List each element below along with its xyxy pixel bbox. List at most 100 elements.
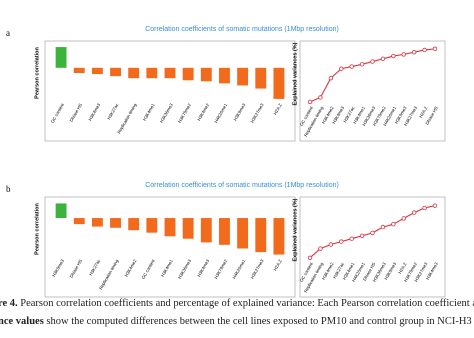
bar <box>73 67 85 73</box>
bar <box>91 218 103 227</box>
x-tick-label: H3K4me3 <box>87 102 101 122</box>
bar <box>128 67 140 79</box>
bar <box>273 218 285 255</box>
y-axis-label: Pearson correlation <box>34 47 40 99</box>
plot-frame <box>44 40 296 142</box>
x-tick-label: H2A.Z <box>272 102 283 115</box>
marker <box>307 99 313 105</box>
bar <box>164 218 176 237</box>
marker <box>370 230 375 236</box>
x-tick-label: DNase HS <box>69 102 84 122</box>
marker <box>422 205 427 211</box>
x-tick-label: H3K36me3 <box>177 258 192 280</box>
x-tick-label: H3K79me2 <box>177 102 192 124</box>
marker <box>328 75 334 81</box>
marker <box>380 56 386 62</box>
plot-frame <box>299 40 446 142</box>
x-tick-label: H3K4me3 <box>196 258 210 278</box>
x-tick-label: H3K36me3 <box>159 102 174 124</box>
x-tick-label: H4K20me1 <box>213 102 228 124</box>
chart-title: Correlation coefficients of somatic muta… <box>145 182 339 189</box>
x-tick-label: Replication timing <box>98 258 120 290</box>
bar <box>55 47 67 68</box>
bar <box>146 67 158 79</box>
caption-bold: nce values <box>0 316 44 327</box>
plot-frame <box>299 196 446 298</box>
marker <box>411 49 417 55</box>
marker <box>349 236 354 241</box>
line <box>309 48 436 103</box>
marker <box>401 52 406 57</box>
x-tick-label: H2A.Z <box>418 105 429 118</box>
panel-label: a <box>6 28 10 38</box>
bar <box>164 67 176 79</box>
marker <box>422 47 427 53</box>
marker <box>318 246 323 251</box>
caption-text: show the computed differences between th… <box>44 316 472 327</box>
marker <box>318 95 323 100</box>
caption-bold: re 4. <box>0 298 18 309</box>
bar <box>273 67 285 99</box>
marker <box>359 233 365 238</box>
panel-label: b <box>6 184 11 194</box>
bar <box>237 67 249 86</box>
bar <box>219 218 230 245</box>
marker <box>380 224 386 230</box>
x-tick-label: H3K9me3 <box>51 258 65 278</box>
x-tick-label: H2A.Z <box>397 261 408 274</box>
marker <box>349 64 354 69</box>
x-tick-label: H3K27ac <box>88 258 102 277</box>
x-tick-label: H3K4me2 <box>196 102 210 122</box>
bar <box>200 218 212 243</box>
caption-line: nce values show the computed differences… <box>0 316 472 327</box>
bar <box>128 218 140 231</box>
bar <box>255 67 267 89</box>
x-tick-label: Replication timing <box>116 102 138 134</box>
marker <box>401 216 406 221</box>
x-tick-label: H3K4me1 <box>160 258 174 278</box>
x-tick-label: H3K4me2 <box>124 258 138 278</box>
plot-frame <box>44 196 296 298</box>
bar <box>146 218 158 233</box>
marker <box>432 203 438 208</box>
bar <box>219 67 230 84</box>
bar <box>182 218 194 239</box>
x-tick-label: GC content <box>50 102 66 124</box>
marker <box>359 62 365 67</box>
marker <box>370 59 375 64</box>
marker <box>411 210 417 215</box>
marker <box>307 255 313 261</box>
bar <box>200 67 212 82</box>
bar <box>73 218 85 225</box>
x-tick-label: H3K4me1 <box>142 102 156 122</box>
marker <box>391 53 396 59</box>
caption-text: Pearson correlation coefficients and per… <box>18 298 474 309</box>
x-tick-label: H3K27ac <box>106 102 120 121</box>
caption-line: re 4. Pearson correlation coefficients a… <box>0 298 474 309</box>
y-axis-label: Explained variances (%) <box>292 42 298 105</box>
x-tick-label: H3K9me3 <box>233 102 247 122</box>
x-tick-label: DNase HS <box>69 258 84 278</box>
bar <box>182 67 194 81</box>
bar <box>255 218 267 253</box>
y-axis-label: Explained variances (%) <box>292 198 298 261</box>
bar <box>237 218 249 249</box>
y-axis-label: Pearson correlation <box>34 203 40 255</box>
x-tick-label: H3K79me2 <box>213 258 228 280</box>
x-tick-label: GC content <box>141 258 157 280</box>
x-tick-label: H3K27me3 <box>250 258 265 280</box>
chart-title: Correlation coefficients of somatic muta… <box>145 26 339 33</box>
x-tick-label: H4K20me1 <box>231 258 246 280</box>
marker <box>339 239 344 244</box>
marker <box>391 221 396 227</box>
bar <box>91 67 103 75</box>
bar <box>110 218 121 228</box>
marker <box>339 66 344 71</box>
bar <box>110 67 121 77</box>
bar <box>55 203 67 219</box>
marker <box>328 242 334 247</box>
marker <box>432 46 438 52</box>
x-tick-label: H3K27me3 <box>250 102 265 124</box>
